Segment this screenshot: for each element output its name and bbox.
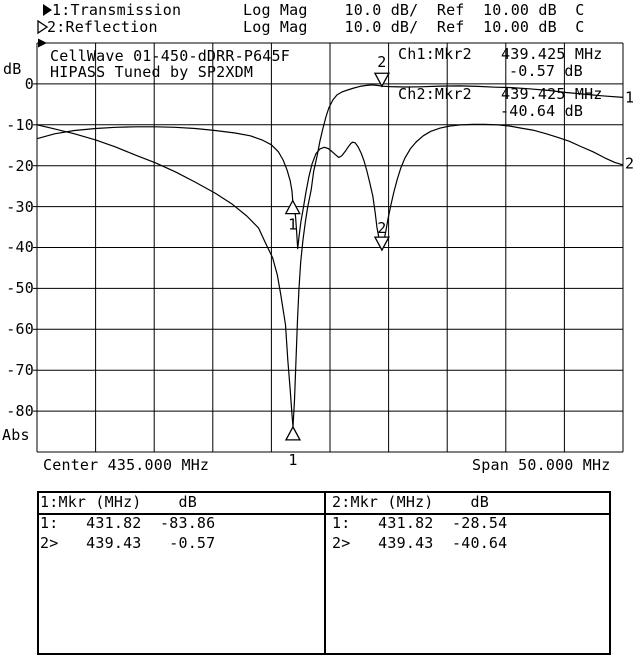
- measurement-title-line2: HIPASS Tuned by SP2XDM: [50, 63, 254, 81]
- channel1-active-triangle-icon: [43, 4, 52, 16]
- channel-marker-icons: [37, 4, 52, 35]
- marker-table-divider: [324, 493, 326, 653]
- channel2-format-readout: Log Mag 10.0 dB/ Ref 10.00 dB C: [243, 18, 585, 36]
- y-tick-label: 0: [24, 75, 34, 93]
- trace-end-label-2: 2: [625, 155, 634, 173]
- trace-1-transmission: [36, 84, 624, 428]
- marker-table-row: 2> 439.43 -40.64: [332, 534, 508, 552]
- channel2-inactive-triangle-icon: [37, 19, 49, 35]
- marker-2-label: 2: [377, 53, 386, 71]
- marker-table-ch1-header: 1:Mkr (MHz) dB: [40, 493, 197, 511]
- graph-canvas: 1 2 1 2 1 2: [33, 38, 634, 469]
- ch2-marker-readout-freq: 439.425 MHz: [501, 85, 603, 103]
- ch1-marker-readout-value: -0.57 dB: [509, 62, 583, 80]
- ch2-marker-readout-label: Ch2:Mkr2: [398, 85, 472, 103]
- marker-2-triangle-icon: [373, 236, 391, 252]
- y-tick-label: -30: [6, 198, 34, 216]
- channel2-title: 2:Reflection: [47, 18, 158, 36]
- marker-1-triangle-icon: [284, 425, 302, 441]
- y-axis-unit-label: dB: [3, 60, 22, 78]
- marker-1-label: 1: [288, 451, 297, 469]
- span-frequency-label: Span 50.000 MHz: [472, 456, 611, 474]
- trace-end-label-1: 1: [625, 88, 634, 106]
- marker-table-ch2-header: 2:Mkr (MHz) dB: [332, 493, 489, 511]
- measurement-title-line1: CellWave 01-450-dDRR-P645F: [50, 47, 290, 65]
- marker-1-label: 1: [288, 216, 297, 234]
- marker-table: 1:Mkr (MHz) dB 1: 431.82 -83.86 2> 439.4…: [37, 491, 611, 655]
- marker-table-row: 2> 439.43 -0.57: [40, 534, 216, 552]
- marker-table-row: 1: 431.82 -28.54: [332, 514, 508, 532]
- ref-level-triangle-icon: [38, 38, 47, 48]
- y-tick-label: -70: [6, 361, 34, 379]
- y-tick-label: -80: [6, 402, 34, 420]
- graticule-plot-area: 1 2 1 2 1 2: [33, 38, 634, 469]
- ch1-marker-readout-freq: 439.425 MHz: [501, 45, 603, 63]
- y-tick-label: -50: [6, 279, 34, 297]
- ch1-marker-readout-label: Ch1:Mkr2: [398, 45, 472, 63]
- marker-table-header-rule: [39, 513, 609, 515]
- y-tick-label: -60: [6, 320, 34, 338]
- marker-2-label: 2: [377, 219, 386, 237]
- channel1-title: 1:Transmission: [52, 1, 182, 19]
- y-tick-label: -10: [6, 116, 34, 134]
- center-frequency-label: Center 435.000 MHz: [43, 456, 210, 474]
- y-tick-label: -40: [6, 238, 34, 256]
- channel1-format-readout: Log Mag 10.0 dB/ Ref 10.00 dB C: [243, 1, 585, 19]
- trace-2-reflection: [36, 123, 624, 251]
- ch2-marker-readout-value: -40.64 dB: [500, 102, 584, 120]
- marker-2-triangle-icon: [373, 72, 391, 88]
- marker-table-row: 1: 431.82 -83.86: [40, 514, 216, 532]
- marker-1-triangle-icon: [284, 199, 301, 215]
- y-tick-label: -20: [6, 157, 34, 175]
- y-axis-abs-label: Abs: [2, 426, 30, 444]
